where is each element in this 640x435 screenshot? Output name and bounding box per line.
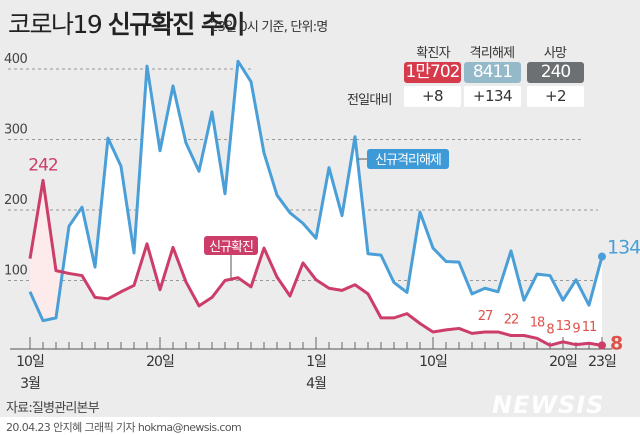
point-label: 11	[582, 320, 597, 335]
source-note: 자료:질병관리본부	[6, 401, 100, 416]
released-end-label: 134	[607, 237, 640, 259]
point-label: 9	[572, 322, 580, 337]
point-released	[598, 252, 606, 261]
chart-title: 코로나19 신규확진 추이	[8, 5, 246, 41]
credit-bar: 20.04.23 안지혜 그래픽 기자 hokma@newsis.com	[0, 417, 640, 435]
series-line-confirmed	[28, 178, 603, 347]
y-tick-label: 300	[4, 123, 28, 138]
point-confirmed	[598, 341, 606, 350]
summary-diff-deaths: +2	[527, 86, 584, 107]
confirmed-end-label: 8	[610, 332, 623, 354]
confirmed-tag-bg	[204, 236, 258, 255]
summary-diff-released: +134	[464, 86, 521, 107]
point-label: 22	[504, 312, 519, 327]
summary-total-confirmed: 1만702	[404, 62, 461, 83]
series-tag-confirmed: 신규확진	[209, 240, 253, 255]
line-chart: 100 200 300 400 10일 3월 20일 1일 4월 10일 20일 23일 242 134 8…	[4, 52, 640, 392]
point-label: 18	[530, 315, 545, 330]
summary-header-released: 격리해제	[469, 46, 515, 61]
x-tick-label: 10일	[419, 354, 447, 370]
newsis-logo: NEWSIS	[492, 391, 605, 419]
series-tag-released: 신규격리해제	[375, 153, 441, 168]
point-label: 27	[478, 309, 493, 324]
x-tick-label: 20일	[549, 354, 577, 370]
summary-diff-label: 전일대비	[347, 93, 392, 108]
summary-header-confirmed: 확진자	[416, 46, 450, 61]
point-label: 8	[546, 322, 554, 337]
credit-text: 20.04.23 안지혜 그래픽 기자 hokma@newsis.com	[6, 421, 242, 434]
x-tick-label: 1일	[306, 354, 326, 370]
title-light: 코로나19	[8, 10, 103, 39]
x-month-label: 3월	[20, 376, 40, 392]
x-month-label: 4월	[306, 376, 326, 392]
series-line-released	[28, 59, 604, 323]
y-tick-label: 100	[4, 264, 28, 279]
x-tick-label: 20일	[146, 354, 174, 370]
x-tick-label: 23일	[588, 354, 616, 370]
released-tag-bg	[367, 149, 449, 169]
summary-total-deaths: 240	[527, 62, 584, 83]
title-bold: 신규확진 추이	[107, 10, 246, 39]
summary-header-deaths: 사망	[543, 46, 567, 61]
y-tick-label: 400	[4, 52, 28, 67]
peak-label: 242	[28, 155, 58, 175]
area-between-series	[30, 61, 602, 346]
summary-total-released: 8411	[464, 62, 521, 83]
chart-subtitle: 23일 0시 기준, 단위:명	[210, 20, 328, 35]
point-label: 13	[556, 319, 571, 334]
summary-diff-confirmed: +8	[404, 86, 461, 107]
y-tick-label: 200	[4, 193, 28, 208]
x-tick-label: 10일	[16, 354, 44, 370]
